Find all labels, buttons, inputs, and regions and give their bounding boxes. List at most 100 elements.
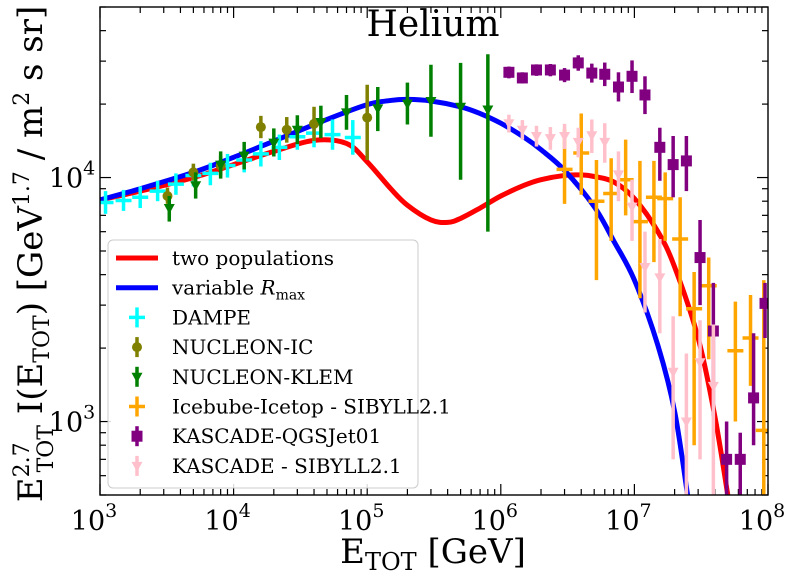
point-marker xyxy=(694,252,706,264)
data-point xyxy=(482,54,494,232)
data-point xyxy=(626,179,638,241)
data-point xyxy=(516,120,528,140)
legend-label: NUCLEON-KLEM xyxy=(172,365,354,389)
data-point xyxy=(742,295,759,386)
data-point xyxy=(686,272,703,446)
point-marker xyxy=(734,453,746,465)
point-marker xyxy=(639,262,651,273)
data-point xyxy=(694,320,706,460)
data-point xyxy=(654,127,666,181)
point-marker xyxy=(654,273,666,284)
legend-marker xyxy=(131,430,143,442)
data-point xyxy=(573,113,590,195)
data-point xyxy=(202,162,219,186)
legend-label: Icebube-Icetop - SIBYLL2.1 xyxy=(172,395,451,419)
point-marker xyxy=(401,99,413,110)
point-marker xyxy=(612,81,624,93)
point-marker xyxy=(707,381,719,392)
data-point xyxy=(603,158,620,241)
series-kascade-qgsjet01 xyxy=(503,55,768,495)
point-marker xyxy=(626,202,638,213)
data-point xyxy=(425,64,437,137)
x-tick-label: 108 xyxy=(739,500,785,537)
data-point xyxy=(727,301,744,422)
data-point xyxy=(255,115,266,139)
data-point xyxy=(586,119,598,154)
data-point xyxy=(657,172,674,241)
axis-ticks xyxy=(99,6,769,496)
point-marker xyxy=(530,132,542,143)
legend-label: NUCLEON-IC xyxy=(172,335,313,359)
data-point xyxy=(132,186,149,209)
y-tick-label: 104 xyxy=(49,158,95,195)
data-point xyxy=(372,87,384,132)
point-marker xyxy=(559,132,571,143)
chart-title: Helium xyxy=(366,4,499,45)
data-point xyxy=(572,127,584,158)
x-tick-label: 106 xyxy=(472,500,518,537)
point-marker xyxy=(544,134,556,145)
point-marker xyxy=(626,70,638,82)
legend-item: two populations xyxy=(116,246,334,270)
point-marker xyxy=(281,124,292,135)
data-point xyxy=(639,231,651,313)
data-point xyxy=(268,128,280,157)
legend-item: NUCLEON-IC xyxy=(132,335,313,359)
legend-marker xyxy=(131,372,143,383)
data-point xyxy=(324,119,341,150)
point-marker xyxy=(291,125,303,136)
point-marker xyxy=(586,67,598,79)
legend-item: NUCLEON-KLEM xyxy=(131,365,354,389)
data-point xyxy=(626,60,638,94)
x-tick-label: 103 xyxy=(71,500,117,537)
data-point xyxy=(599,123,611,163)
legend-label: KASCADE-QGSJet01 xyxy=(172,424,381,448)
data-series xyxy=(100,54,768,495)
point-marker xyxy=(163,204,175,215)
data-point xyxy=(559,123,571,149)
point-marker xyxy=(544,64,556,76)
point-marker xyxy=(372,104,384,115)
point-marker xyxy=(680,417,692,428)
point-marker xyxy=(503,119,515,130)
point-marker xyxy=(516,72,528,84)
point-marker xyxy=(667,159,679,171)
data-point xyxy=(639,76,651,115)
data-point xyxy=(252,141,269,167)
point-marker xyxy=(309,118,320,129)
point-marker xyxy=(559,69,571,81)
model-curves xyxy=(100,96,731,495)
data-point xyxy=(401,82,413,125)
point-marker xyxy=(268,138,280,149)
data-point xyxy=(238,141,250,170)
legend-box xyxy=(107,239,419,489)
data-point xyxy=(315,105,327,139)
point-marker xyxy=(680,155,692,167)
legend-item: Icebube-Icetop - SIBYLL2.1 xyxy=(129,395,451,419)
point-marker xyxy=(654,141,666,153)
data-point xyxy=(163,196,175,222)
legend-label: DAMPE xyxy=(172,305,251,329)
legend-label: KASCADE - SIBYLL2.1 xyxy=(172,454,402,478)
data-point xyxy=(503,114,515,133)
legend-item: DAMPE xyxy=(129,305,251,329)
data-point xyxy=(667,136,679,198)
data-point xyxy=(149,180,166,202)
data-point xyxy=(341,94,353,130)
data-point xyxy=(362,84,373,161)
point-marker xyxy=(667,367,679,378)
point-marker xyxy=(455,102,467,113)
series-kascade-sibyll2-1 xyxy=(503,114,719,495)
data-point xyxy=(667,316,679,460)
point-marker xyxy=(341,108,353,119)
tick-labels: 103 104 105 106 107 108 103 104 xyxy=(49,158,785,537)
data-point xyxy=(544,63,556,77)
data-point xyxy=(612,151,624,202)
point-marker xyxy=(238,151,250,162)
data-point xyxy=(281,117,292,143)
series-nucleon-klem xyxy=(163,54,494,232)
point-marker xyxy=(190,181,202,192)
